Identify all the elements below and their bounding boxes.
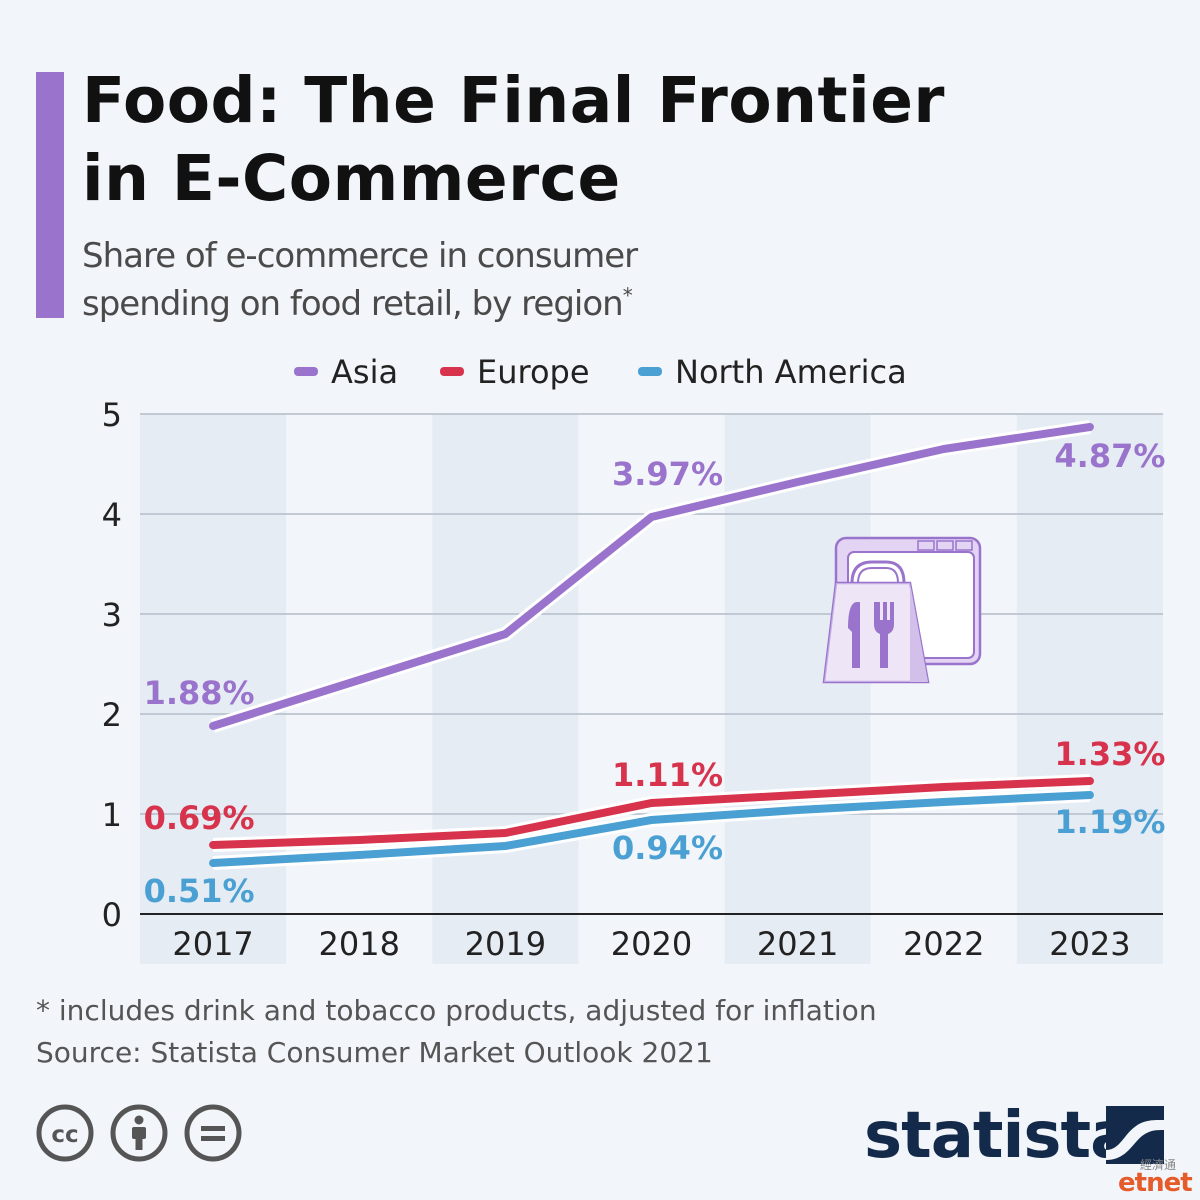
x-tick-label: 2019 xyxy=(465,925,546,963)
data-label-north_america: 0.51% xyxy=(144,872,255,910)
y-tick-label: 4 xyxy=(102,496,122,534)
x-tick-label: 2018 xyxy=(318,925,399,963)
license-icons: cc xyxy=(36,1104,242,1162)
series-line-asia xyxy=(209,423,1094,730)
x-tick-label: 2020 xyxy=(611,925,692,963)
y-tick-label: 0 xyxy=(102,896,122,934)
data-label-asia: 1.88% xyxy=(144,674,255,712)
data-labels: 1.88% 3.97% 4.87% 0.69% 1.11% 1.33% 0.51% 0.94%… xyxy=(144,437,1166,910)
legend-label-europe: Europe xyxy=(477,353,590,391)
chart-subtitle: Share of e-commerce in consumer spending… xyxy=(82,232,782,328)
column-band xyxy=(870,414,1017,964)
legend-swatch-north_america xyxy=(638,367,662,376)
series-lines xyxy=(209,420,1094,870)
statista-wordmark[interactable]: statista xyxy=(864,1099,1133,1173)
creative-commons-icon[interactable]: cc xyxy=(36,1104,94,1162)
accent-bar xyxy=(36,72,64,318)
x-tick-label: 2017 xyxy=(172,925,253,963)
data-label-asia: 3.97% xyxy=(612,455,723,493)
subtitle-asterisk: * xyxy=(622,283,633,308)
legend-swatch-europe xyxy=(440,367,464,376)
footnote: * includes drink and tobacco products, a… xyxy=(36,994,877,1027)
x-tick-label: 2022 xyxy=(903,925,984,963)
series-line-europe xyxy=(209,777,1094,849)
data-label-europe: 1.11% xyxy=(612,756,723,794)
title-line-1: Food: The Final Frontier xyxy=(82,64,945,137)
watermark-chinese: 經濟通 xyxy=(1140,1158,1177,1172)
attribution-icon[interactable] xyxy=(110,1104,168,1162)
title-line-2: in E-Commerce xyxy=(82,142,621,215)
subtitle-line-1: Share of e-commerce in consumer xyxy=(82,236,638,276)
grocery-bag-icon xyxy=(822,536,982,684)
y-tick-label: 3 xyxy=(102,596,122,634)
column-band xyxy=(724,414,871,964)
data-label-north_america: 0.94% xyxy=(612,829,723,867)
subtitle-line-2: spending on food retail, by region xyxy=(82,284,624,324)
legend-label-north_america: North America xyxy=(675,353,907,391)
legend-swatch-asia xyxy=(294,367,318,376)
source-note: Source: Statista Consumer Market Outlook… xyxy=(36,1036,713,1069)
data-label-asia: 4.87% xyxy=(1054,437,1165,475)
x-tick-label: 2021 xyxy=(757,925,838,963)
column-band xyxy=(140,414,287,964)
etnet-watermark: etnet xyxy=(1118,1168,1193,1198)
column-band xyxy=(578,414,725,964)
statista-logo-icon[interactable] xyxy=(1106,1106,1164,1164)
legend: Asia Europe North America xyxy=(294,353,907,391)
data-label-europe: 0.69% xyxy=(144,799,255,837)
y-axis-ticks: 0 1 2 3 4 5 xyxy=(102,396,122,934)
y-tick-label: 2 xyxy=(102,696,122,734)
column-bands xyxy=(140,414,1163,964)
y-tick-label: 1 xyxy=(102,796,122,834)
svg-text:cc: cc xyxy=(51,1122,78,1148)
column-band xyxy=(432,414,579,964)
no-derivatives-icon[interactable] xyxy=(184,1104,242,1162)
x-tick-label: 2023 xyxy=(1049,925,1130,963)
y-tick-label: 5 xyxy=(102,396,122,434)
series-line-north_america xyxy=(209,791,1094,867)
x-axis-ticks: 2017 2018 2019 2020 2021 2022 2023 xyxy=(172,925,1130,963)
data-label-north_america: 1.19% xyxy=(1054,803,1165,841)
line-chart: 0 1 2 3 4 5 2017 2018 2019 2020 2021 2022 2023 1.88… xyxy=(102,353,1166,964)
chart-title: Food: The Final Frontier in E-Commerce xyxy=(82,62,1082,218)
column-band xyxy=(1016,414,1163,964)
legend-label-asia: Asia xyxy=(331,353,398,391)
data-label-europe: 1.33% xyxy=(1054,735,1165,773)
